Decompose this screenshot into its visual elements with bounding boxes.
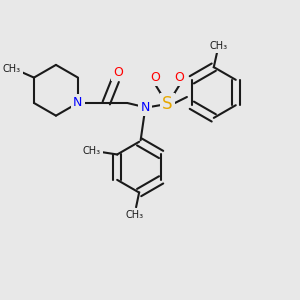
Text: O: O: [113, 66, 123, 79]
Text: CH₃: CH₃: [126, 210, 144, 220]
Text: O: O: [175, 71, 184, 84]
Text: N: N: [73, 97, 83, 110]
Text: CH₃: CH₃: [2, 64, 21, 74]
Text: S: S: [162, 95, 173, 113]
Text: O: O: [151, 71, 160, 84]
Text: N: N: [140, 101, 150, 114]
Text: CH₃: CH₃: [209, 41, 227, 51]
Text: CH₃: CH₃: [83, 146, 101, 156]
